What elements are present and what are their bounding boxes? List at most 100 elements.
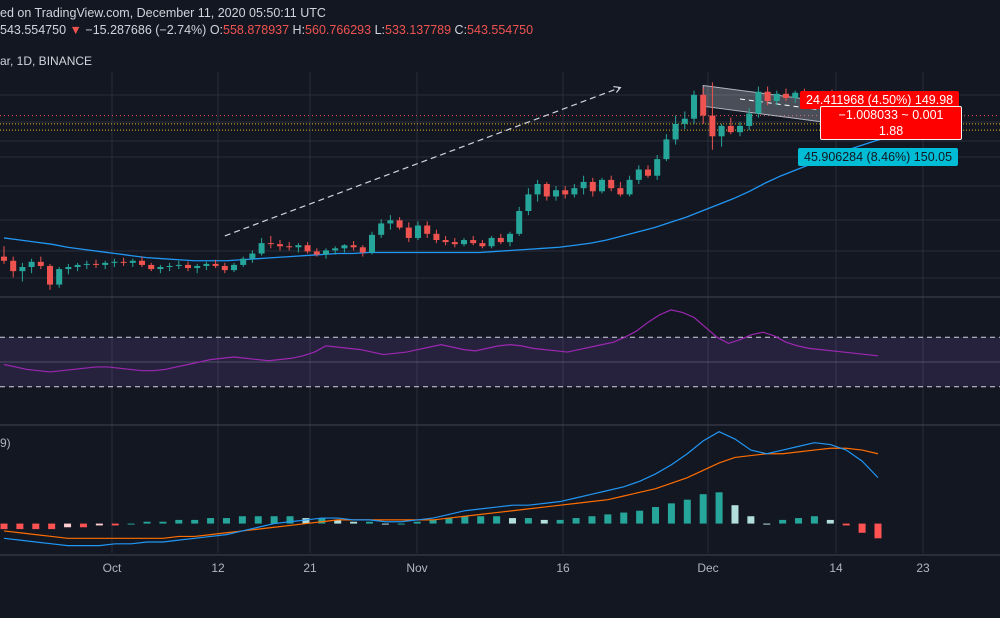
candle [194, 263, 201, 274]
candle-body [129, 260, 136, 263]
change-arrow-icon: ▼ [69, 23, 82, 37]
candle [139, 256, 145, 267]
candle-body [764, 91, 771, 102]
candle-body [645, 169, 651, 176]
candle-body [608, 179, 615, 189]
candle [709, 82, 716, 150]
candle [286, 242, 293, 251]
macd-histogram-bar [365, 521, 373, 524]
candle [359, 245, 366, 257]
candle-body [277, 244, 283, 247]
candle-body [589, 181, 596, 192]
macd-histogram-bar [683, 499, 691, 524]
high-label: H: [292, 23, 306, 37]
candle-body [369, 234, 375, 253]
macd-histogram-bar [254, 516, 262, 524]
candle-body [755, 91, 762, 114]
macd-histogram-bar [493, 516, 501, 524]
candle [1, 246, 7, 264]
macd-signal-line [3, 447, 879, 539]
candle [10, 256, 17, 278]
candle-body [415, 225, 421, 238]
macd-histogram-bar [652, 507, 660, 524]
candle [470, 235, 477, 246]
candle [185, 261, 191, 272]
candle-body [681, 118, 688, 124]
candle-body [120, 261, 127, 263]
candle [764, 86, 771, 106]
candle-body [433, 233, 440, 241]
candle-body [93, 263, 99, 265]
candle [148, 262, 155, 272]
x-tick-label: 12 [211, 561, 225, 575]
header-source-line: ed on TradingView.com, December 11, 2020… [0, 6, 326, 20]
trend-arrowhead-icon [613, 85, 622, 93]
macd-histogram-bar [842, 523, 850, 526]
candle [212, 259, 219, 269]
macd-histogram-bar [143, 521, 151, 524]
measure-line-1: −1.008033 ~ 0.001 [838, 108, 944, 122]
candle-body [507, 233, 513, 243]
candle [479, 240, 486, 249]
candle-body [737, 125, 743, 133]
candle [525, 188, 532, 216]
candle-body [350, 245, 357, 248]
candle [341, 244, 348, 253]
close-value: 543.554750 [467, 23, 534, 37]
macd-histogram-bar [238, 516, 246, 524]
candle-body [451, 242, 458, 245]
candle-body [148, 264, 155, 270]
candle [405, 222, 412, 243]
candle-body [139, 260, 145, 265]
candle-body [783, 93, 789, 98]
macd-histogram-bar [397, 523, 405, 525]
candle-body [516, 210, 523, 234]
macd-histogram-bar [810, 516, 818, 524]
candle [277, 240, 283, 251]
x-tick-label: 23 [916, 561, 930, 575]
macd-histogram-bar [334, 519, 342, 524]
candle-body [525, 194, 532, 211]
candle [295, 243, 302, 253]
macd-line [3, 431, 879, 547]
x-tick-label: 14 [829, 561, 843, 575]
header-ohlc-line: 543.554750 ▼ −15.287686 (−2.74%) O:558.8… [0, 23, 533, 37]
macd-histogram-bar [604, 514, 612, 524]
candle [543, 181, 550, 201]
candle [635, 165, 642, 185]
candle [681, 111, 688, 130]
channel-midline [739, 98, 833, 112]
macd-histogram-bar [413, 521, 421, 524]
candle-body [580, 181, 587, 189]
macd-histogram-bar [222, 518, 230, 524]
candle [783, 88, 789, 102]
candle-body [470, 240, 477, 244]
candle [700, 87, 707, 124]
candle-body [378, 223, 385, 235]
candle [691, 90, 697, 124]
candle-body [424, 225, 431, 234]
x-tick-label: Nov [406, 561, 428, 575]
candle [93, 259, 99, 269]
candle [129, 258, 136, 267]
candle-body [479, 243, 486, 247]
macd-histogram-bar [477, 516, 485, 524]
rsi-line [3, 309, 879, 373]
candle [792, 90, 799, 104]
candle [442, 235, 449, 246]
candle [28, 258, 35, 274]
candle-body [10, 260, 17, 272]
candle-body [56, 269, 63, 285]
candle [240, 256, 247, 267]
macd-histogram-bar [175, 519, 183, 524]
macd-histogram-bar [207, 518, 215, 524]
candle-body [175, 264, 182, 266]
macd-histogram-bar [636, 510, 644, 524]
candle-body [672, 123, 679, 140]
x-tick-label: 16 [556, 561, 570, 575]
candle [507, 231, 513, 247]
candle [755, 86, 762, 118]
candle [589, 177, 596, 197]
low-value: 533.137789 [385, 23, 452, 37]
candle [718, 123, 725, 147]
